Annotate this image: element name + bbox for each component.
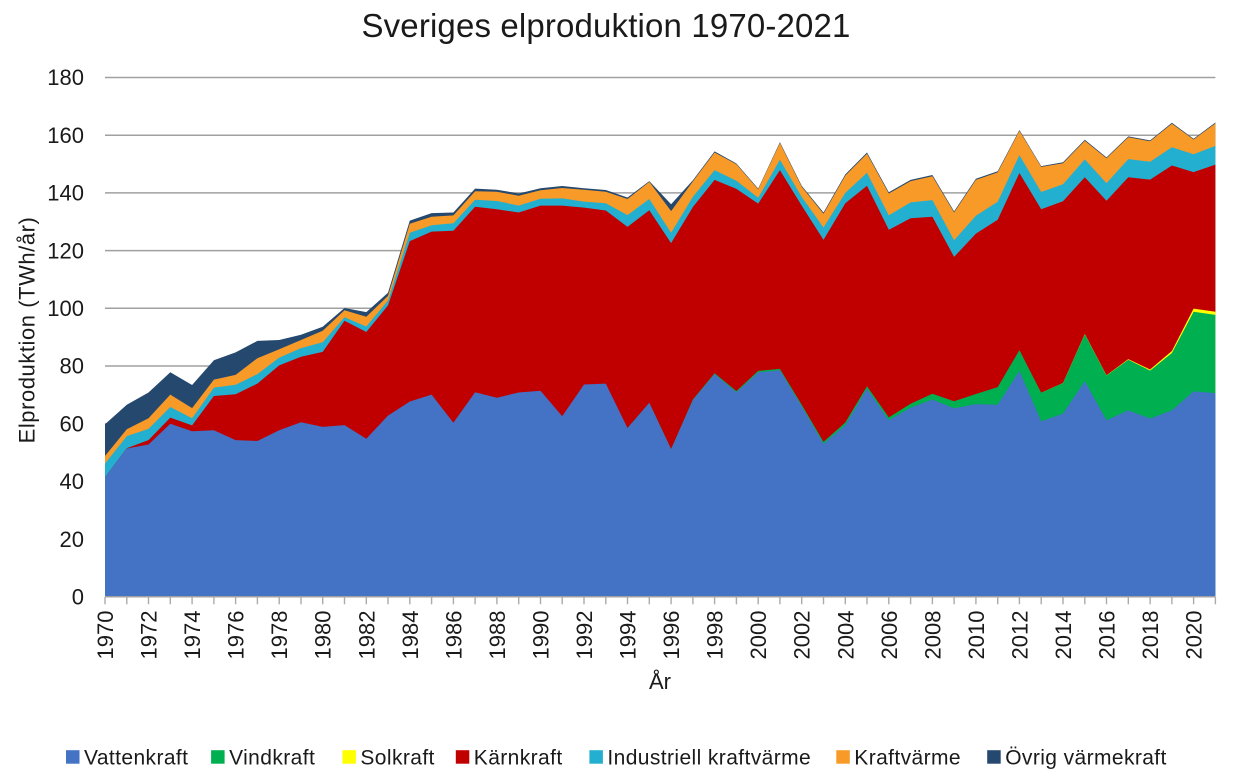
svg-text:1984: 1984 (398, 611, 423, 660)
svg-text:160: 160 (47, 123, 84, 148)
svg-text:1998: 1998 (703, 611, 728, 660)
svg-text:1978: 1978 (267, 611, 292, 660)
svg-text:1996: 1996 (659, 611, 684, 660)
svg-text:60: 60 (60, 411, 84, 436)
svg-text:1982: 1982 (354, 611, 379, 660)
svg-text:2010: 2010 (964, 611, 989, 660)
svg-text:180: 180 (47, 65, 84, 90)
svg-text:1990: 1990 (529, 611, 554, 660)
svg-text:2000: 2000 (746, 611, 771, 660)
svg-text:1972: 1972 (137, 611, 162, 660)
svg-text:2006: 2006 (877, 611, 902, 660)
svg-text:2002: 2002 (790, 611, 815, 660)
svg-text:Sveriges elproduktion 1970-202: Sveriges elproduktion 1970-2021 (362, 7, 851, 44)
svg-text:2018: 2018 (1138, 611, 1163, 660)
svg-text:1980: 1980 (311, 611, 336, 660)
svg-text:20: 20 (60, 527, 84, 552)
svg-text:2008: 2008 (920, 611, 945, 660)
svg-text:Industriell kraftvärme: Industriell kraftvärme (607, 747, 811, 770)
svg-text:Solkraft: Solkraft (360, 747, 434, 770)
svg-text:140: 140 (47, 181, 84, 206)
svg-text:År: År (649, 669, 671, 694)
svg-text:Elproduktion (TWh/år): Elproduktion (TWh/år) (15, 217, 40, 444)
svg-text:1970: 1970 (93, 611, 118, 660)
svg-text:2004: 2004 (833, 611, 858, 660)
svg-text:120: 120 (47, 238, 84, 263)
svg-text:1986: 1986 (441, 611, 466, 660)
svg-text:1974: 1974 (180, 611, 205, 660)
svg-text:40: 40 (60, 469, 84, 494)
svg-text:1988: 1988 (485, 611, 510, 660)
svg-text:1976: 1976 (224, 611, 249, 660)
svg-text:0: 0 (72, 585, 84, 610)
svg-text:Vattenkraft: Vattenkraft (84, 747, 188, 770)
svg-text:2014: 2014 (1051, 611, 1076, 660)
svg-text:2012: 2012 (1007, 611, 1032, 660)
svg-text:1994: 1994 (616, 611, 641, 660)
svg-text:2020: 2020 (1182, 611, 1207, 660)
svg-text:1992: 1992 (572, 611, 597, 660)
svg-text:Övrig värmekraft: Övrig värmekraft (1005, 747, 1167, 770)
svg-text:2016: 2016 (1095, 611, 1120, 660)
svg-text:Vindkraft: Vindkraft (229, 747, 315, 770)
svg-text:80: 80 (60, 354, 84, 379)
svg-text:Kärnkraft: Kärnkraft (474, 747, 563, 770)
svg-text:100: 100 (47, 296, 84, 321)
svg-text:Kraftvärme: Kraftvärme (854, 747, 961, 770)
